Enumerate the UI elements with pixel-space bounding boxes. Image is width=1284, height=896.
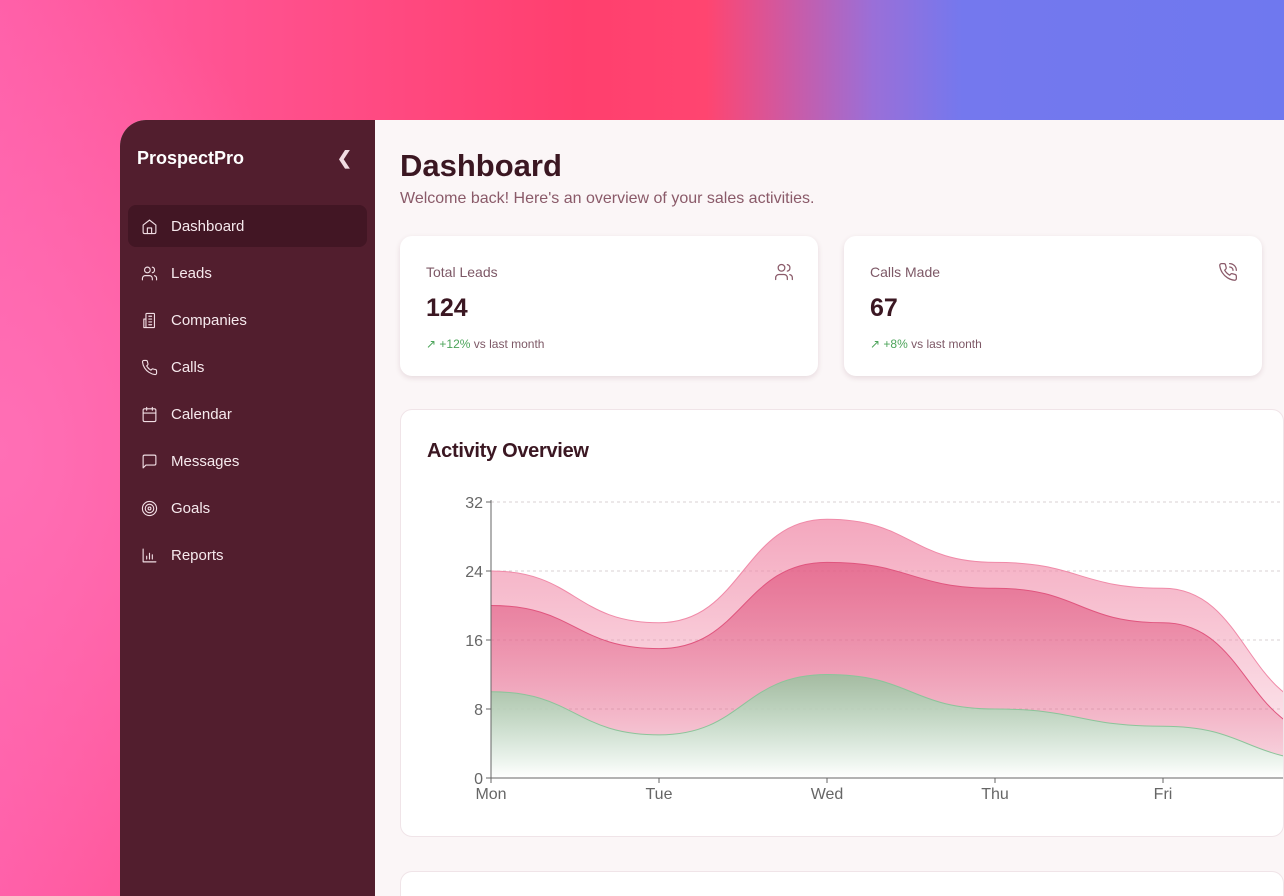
line-series-1	[490, 518, 1283, 693]
activity-chart: 08162432MonTueWedThuFriSat	[465, 495, 1283, 803]
x-tick-label: Fri	[1154, 786, 1173, 803]
trend-up-icon: ↗	[426, 337, 437, 351]
stat-change-suffix: vs last month	[473, 337, 545, 351]
page-subtitle: Welcome back! Here's an overview of your…	[400, 190, 815, 207]
sidebar-item-label: Calls	[171, 358, 205, 376]
y-tick-label: 16	[465, 633, 483, 650]
trend-up-icon: ↗	[870, 337, 881, 351]
chevron-left-icon[interactable]: ❮	[336, 147, 352, 168]
sidebar-item-dashboard[interactable]: Dashboard	[128, 205, 367, 247]
secondary-panel	[400, 871, 1284, 896]
x-tick-label: Thu	[981, 786, 1009, 803]
phone-call-icon	[1219, 263, 1237, 281]
stat-change-suffix: vs last month	[911, 337, 982, 351]
sidebar-item-label: Reports	[171, 546, 224, 564]
page-title: Dashboard	[400, 148, 562, 183]
sidebar-item-label: Messages	[171, 452, 240, 470]
phone-icon	[141, 359, 158, 375]
brand-logo: ProspectPro	[137, 147, 245, 168]
message-icon	[142, 454, 157, 468]
y-tick-label: 32	[465, 495, 483, 512]
panel-title: Activity Overview	[427, 440, 589, 462]
sidebar-item-label: Companies	[171, 311, 247, 329]
sidebar: ProspectPro ❮ Dashboard Leads Companies Call…	[120, 120, 375, 896]
line-series-3	[490, 673, 1283, 757]
home-icon	[142, 219, 157, 234]
stat-change: +8%	[883, 337, 908, 351]
stat-value: 124	[426, 294, 468, 322]
sidebar-item-messages[interactable]: Messages	[128, 440, 367, 482]
x-tick-label: Wed	[811, 786, 844, 803]
area-series-3	[491, 674, 1283, 778]
sidebar-item-companies[interactable]: Companies	[128, 299, 367, 341]
stat-value: 67	[870, 294, 898, 322]
stat-change: +12%	[439, 337, 471, 351]
bar-chart-icon	[142, 548, 157, 562]
sidebar-item-label: Leads	[171, 264, 212, 282]
sidebar-nav: Dashboard Leads Companies Calls Calendar Mess…	[128, 205, 367, 576]
x-tick-label: Mon	[475, 786, 506, 803]
users-icon	[775, 263, 793, 281]
sidebar-item-reports[interactable]: Reports	[128, 534, 367, 576]
calendar-icon	[142, 406, 157, 422]
building-icon	[143, 312, 156, 328]
sidebar-item-goals[interactable]: Goals	[128, 487, 367, 529]
x-tick-label: Tue	[646, 786, 673, 803]
sidebar-item-calendar[interactable]: Calendar	[128, 393, 367, 435]
sidebar-item-calls[interactable]: Calls	[128, 346, 367, 388]
sidebar-item-label: Dashboard	[171, 217, 245, 235]
target-icon	[141, 500, 158, 516]
y-tick-label: 8	[474, 702, 483, 719]
activity-overview-panel: Activity Overview 0 8 16 24 32 Mon Tue Wed Thu Fr…	[400, 409, 1284, 837]
app-window: ProspectPro ❮ Dashboard Leads Companies Call…	[120, 120, 1284, 896]
y-tick-label: 0	[474, 771, 483, 788]
y-tick-label: 24	[465, 564, 483, 581]
sidebar-item-label: Calendar	[171, 405, 232, 423]
stat-label: Calls Made	[870, 264, 941, 280]
sidebar-item-label: Goals	[171, 499, 211, 517]
sidebar-item-leads[interactable]: Leads	[128, 252, 367, 294]
main-content: Dashboard Welcome back! Here's an overvi…	[375, 120, 1284, 896]
stat-label: Total Leads	[426, 264, 498, 280]
users-icon	[141, 266, 158, 280]
stat-card-calls-made: Calls Made 67 ↗ +8% vs last month	[844, 236, 1262, 376]
line-series-2	[490, 561, 1283, 720]
stat-card-total-leads: Total Leads 124 ↗ +12% vs last month	[400, 236, 818, 376]
